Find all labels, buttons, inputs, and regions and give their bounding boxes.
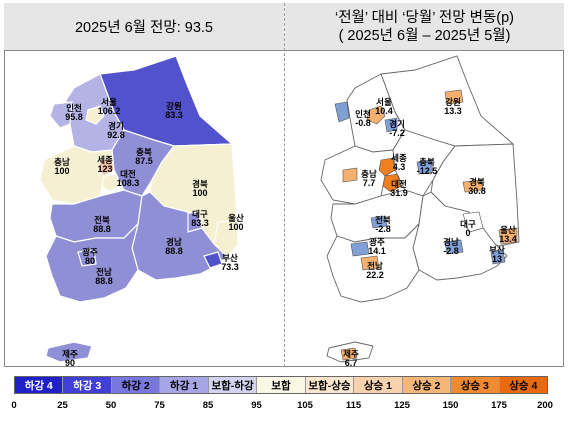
legend-item: 하강 4 bbox=[15, 377, 64, 393]
marker-gyeongnam bbox=[444, 239, 464, 255]
left-label-gangwon: 강원 83.3 bbox=[165, 101, 183, 120]
left-label-gyeonggi: 경기 92.8 bbox=[107, 121, 125, 140]
marker-sejong bbox=[378, 157, 396, 177]
left-label-jeonbuk: 전북 88.8 bbox=[93, 215, 111, 234]
left-label-chungnam: 충남 100 bbox=[54, 157, 70, 176]
legend-ticks: 0 25 50 75 85 95 105 115 125 150 175 200 bbox=[0, 400, 568, 414]
region-daejeon bbox=[101, 173, 121, 193]
legend-tick: 50 bbox=[105, 400, 117, 411]
legend-item: 상승 2 bbox=[402, 377, 452, 393]
change-markers bbox=[334, 89, 518, 361]
legend-item: 보합-상승 bbox=[305, 377, 355, 393]
right-map-svg bbox=[320, 55, 520, 363]
right-label-sejong: 세종 4.3 bbox=[391, 153, 407, 172]
left-label-ulsan: 울산 100 bbox=[228, 213, 244, 232]
left-label-incheon: 인천 95.8 bbox=[65, 103, 83, 122]
left-panel-title: 2025년 6월 전망: 93.5 bbox=[4, 3, 284, 51]
legend-tick: 175 bbox=[491, 400, 507, 411]
right-label-seoul: 서울 10.4 bbox=[375, 97, 393, 116]
legend-tick: 25 bbox=[57, 400, 68, 411]
marker-gwangju bbox=[350, 241, 370, 257]
legend-item: 상승 3 bbox=[451, 377, 500, 393]
legend-item: 보합 bbox=[257, 377, 306, 393]
marker-daejeon bbox=[382, 173, 402, 193]
marker-gyeongbuk bbox=[462, 179, 484, 193]
legend-tick: 150 bbox=[442, 400, 459, 411]
region-ulsan bbox=[213, 219, 239, 257]
right-title-line2: ( 2025년 6월 – 2025년 5월) bbox=[338, 27, 511, 44]
panel-divider bbox=[284, 3, 285, 367]
right-label-daegu: 대구 0 bbox=[460, 219, 476, 238]
region-gwangju bbox=[77, 249, 97, 267]
right-label-jeonnam: 전남 22.2 bbox=[366, 261, 384, 280]
legend-tick: 200 bbox=[537, 400, 553, 411]
marker-jeonnam bbox=[360, 255, 380, 271]
region-busan bbox=[203, 251, 223, 269]
left-label-jeonnam: 전남 88.8 bbox=[95, 267, 113, 286]
right-label-chungnam: 충남 7.7 bbox=[361, 169, 377, 188]
marker-gangwon bbox=[444, 89, 464, 105]
left-label-gyeongbuk: 경북 100 bbox=[192, 179, 208, 198]
legend-tick: 105 bbox=[297, 400, 313, 411]
region-sejong bbox=[97, 157, 115, 177]
marker-incheon bbox=[334, 101, 350, 123]
region-seoul bbox=[85, 105, 105, 125]
legend-tick: 0 bbox=[11, 400, 17, 411]
right-label-ulsan: 울산 13.4 bbox=[499, 225, 517, 244]
right-panel-title: ‘전월’ 대비 ‘당월’ 전망 변동(p) ( 2025년 6월 – 2025년… bbox=[285, 3, 564, 51]
legend-item: 하강 2 bbox=[111, 377, 161, 393]
marker-seoul bbox=[366, 105, 386, 125]
left-label-gyeongnam: 경남 88.8 bbox=[165, 237, 183, 256]
right-title-line1: ‘전월’ 대비 ‘당월’ 전망 변동(p) bbox=[334, 9, 515, 26]
right-label-gwangju: 광주 14.1 bbox=[368, 237, 386, 256]
legend-item: 하강 1 bbox=[160, 377, 209, 393]
left-label-daegu: 대구 83.3 bbox=[191, 209, 209, 228]
legend-item: 하강 3 bbox=[63, 377, 112, 393]
right-label-jeju: 제주 6.7 bbox=[343, 349, 359, 368]
legend-tick: 115 bbox=[345, 400, 362, 411]
legend-tick: 95 bbox=[251, 400, 262, 411]
right-map: 서울 10.4 인천 -0.8 경기 -7.2 강원 13.3 세종 4.3 충북 -12.… bbox=[285, 52, 565, 368]
right-label-daejeon: 대전 31.9 bbox=[390, 179, 408, 198]
left-label-sejong: 세종 123 bbox=[97, 155, 113, 174]
right-label-chungbuk: 충북 -12.5 bbox=[416, 157, 438, 176]
marker-chungnam bbox=[342, 167, 358, 183]
marker-jeonbuk bbox=[370, 215, 388, 229]
left-label-jeju: 제주 90 bbox=[62, 349, 78, 368]
legend-item: 보합-하강 bbox=[208, 377, 258, 393]
marker-daegu bbox=[462, 211, 484, 233]
legend-tick: 125 bbox=[394, 400, 410, 411]
left-label-seoul: 서울 106.2 bbox=[97, 97, 121, 116]
right-label-gyeongnam: 경남 -2.8 bbox=[443, 237, 459, 256]
marker-jeju bbox=[340, 347, 358, 361]
legend-item: 상승 1 bbox=[354, 377, 403, 393]
legend-tick: 85 bbox=[202, 400, 214, 411]
marker-ulsan bbox=[498, 227, 518, 245]
right-label-gyeongbuk: 경북 30.8 bbox=[468, 177, 486, 196]
marker-gyeonggi bbox=[384, 117, 398, 133]
legend-tick: 75 bbox=[154, 400, 165, 411]
left-map: 인천 95.8 서울 106.2 경기 92.8 강원 83.3 충북 87.5 충남 10… bbox=[4, 52, 284, 368]
right-label-gyeonggi: 경기 -7.2 bbox=[389, 119, 405, 138]
region-incheon bbox=[49, 101, 73, 129]
marker-chungbuk bbox=[416, 159, 434, 175]
left-label-daejeon: 대전 108.3 bbox=[116, 169, 140, 188]
left-title-text: 2025년 6월 전망: 93.5 bbox=[74, 20, 214, 36]
left-map-svg bbox=[39, 55, 239, 363]
right-label-busan: 부산 13 bbox=[489, 245, 505, 264]
left-label-gwangju: 광주 80 bbox=[82, 247, 98, 266]
left-label-busan: 부산 73.3 bbox=[221, 253, 239, 272]
right-label-gangwon: 강원 13.3 bbox=[444, 97, 462, 116]
right-label-incheon: 인천 -0.8 bbox=[355, 109, 371, 128]
left-label-chungbuk: 충북 87.5 bbox=[135, 147, 153, 166]
color-legend: 하강 4 하강 3 하강 2 하강 1 보합-하강 보합 보합-상승 상승 1 … bbox=[14, 376, 548, 394]
region-jeju bbox=[45, 341, 93, 363]
legend-item: 상승 4 bbox=[499, 377, 547, 393]
right-label-jeonbuk: 전북 -2.8 bbox=[375, 215, 391, 234]
marker-busan bbox=[490, 249, 506, 265]
